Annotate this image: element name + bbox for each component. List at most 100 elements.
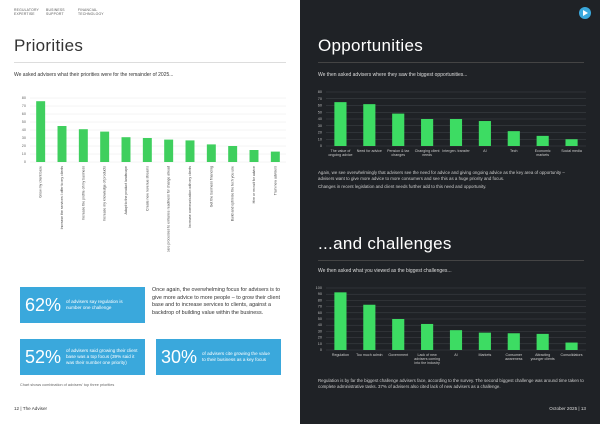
bar bbox=[363, 104, 376, 146]
page-title: Priorities bbox=[14, 36, 84, 55]
x-tick-label: Regulation bbox=[331, 353, 350, 357]
bar bbox=[536, 135, 549, 146]
bar bbox=[565, 139, 578, 146]
stat-figure: 30% bbox=[160, 346, 198, 367]
bar bbox=[185, 140, 195, 162]
bar bbox=[392, 113, 405, 146]
chart: 0 10 20 30 40 50 60 70 80 90 100 Regulation Too much… bbox=[312, 284, 590, 370]
bar bbox=[478, 332, 491, 350]
x-tick-label: Attracting younger clients bbox=[530, 353, 555, 362]
y-tick-label: 30 bbox=[318, 329, 322, 333]
y-tick-label: 0 bbox=[24, 160, 26, 164]
bar bbox=[164, 139, 174, 162]
bar bbox=[206, 144, 216, 162]
y-tick-label: 40 bbox=[318, 323, 322, 327]
x-tick-label: Pension & tax changes bbox=[387, 149, 410, 158]
x-tick-label: Consolidators bbox=[560, 353, 583, 357]
body-text: Again, we see overwhelmingly that advise… bbox=[318, 170, 565, 181]
y-tick-label: 50 bbox=[22, 120, 26, 124]
y-tick-label: 60 bbox=[22, 112, 26, 116]
x-tick-label: The value of ongoing advice bbox=[328, 149, 353, 158]
x-tick-label: Get the business financing bbox=[209, 166, 213, 207]
x-tick-label: Increase the profile of my business bbox=[81, 166, 85, 220]
x-tick-label: Increase the services I offer to my clie… bbox=[60, 166, 64, 230]
y-tick-label: 100 bbox=[316, 286, 322, 290]
stat-text: of advisers said growing their client ba… bbox=[66, 348, 138, 365]
body-text: Changes in recent legislation and client… bbox=[318, 184, 487, 189]
x-tick-label: Intergen. transfer bbox=[442, 149, 470, 153]
bar bbox=[270, 151, 280, 162]
y-tick-label: 30 bbox=[318, 124, 322, 128]
nav-tab[interactable]: FINANCIAL TECHNOLOGY bbox=[78, 8, 104, 16]
y-tick-label: 70 bbox=[318, 305, 322, 309]
y-tick-label: 60 bbox=[318, 104, 322, 108]
logo bbox=[579, 7, 591, 19]
y-tick-label: 50 bbox=[318, 317, 322, 321]
stat-box: 30% of advisers cite growing the value t… bbox=[156, 339, 281, 375]
x-tick-label: Increase communication with my clients bbox=[188, 166, 192, 228]
x-tick-label: Create new revenue streams bbox=[145, 166, 149, 211]
chart: 0 10 20 30 40 50 60 70 80 Grow my client base Incr… bbox=[14, 92, 290, 252]
rule bbox=[318, 62, 584, 63]
bar bbox=[334, 102, 347, 146]
y-tick-label: 20 bbox=[318, 131, 322, 135]
stat-text: of advisers say regulation is number one… bbox=[66, 299, 123, 310]
bar bbox=[142, 138, 152, 162]
y-tick-label: 0 bbox=[320, 144, 322, 148]
y-tick-label: 80 bbox=[22, 96, 26, 100]
stat-box: 52% of advisers said growing their clien… bbox=[20, 339, 145, 375]
plot: 0 10 20 30 40 50 60 70 80 Grow my client base Incr… bbox=[22, 96, 286, 252]
intro: We then asked what you viewed as the big… bbox=[318, 268, 452, 274]
page-title: Opportunities bbox=[318, 36, 424, 55]
x-tick-label: Too much admin bbox=[356, 353, 383, 357]
stat-figure: 62% bbox=[24, 294, 62, 315]
bar bbox=[449, 330, 463, 350]
plot: 0 10 20 30 40 50 60 70 80 90 100 bbox=[316, 286, 586, 352]
x-tick-label: Adapt to the product landscape bbox=[124, 166, 128, 215]
x-tick-label: Grow my client base bbox=[39, 166, 43, 198]
x-tick-label: Markets bbox=[478, 353, 492, 357]
y-tick-label: 20 bbox=[22, 144, 26, 148]
bar bbox=[507, 333, 520, 350]
x-tick-label: Build and optimise the tech you use bbox=[231, 166, 235, 221]
x-tick-label: Economic markets bbox=[534, 149, 551, 158]
page-title: ...and challenges bbox=[318, 234, 452, 253]
rule bbox=[14, 62, 286, 63]
x-tick-label: Government bbox=[388, 353, 409, 357]
bar bbox=[507, 131, 520, 146]
intro: We asked advisers what their priorities … bbox=[14, 72, 174, 78]
x-tick-label: Lack of new advisers coming into the ind… bbox=[414, 353, 441, 366]
y-tick-label: 70 bbox=[22, 104, 26, 108]
nav-tab[interactable]: REGULATORY EXPERTISE bbox=[14, 8, 39, 16]
nav-tab[interactable]: BUSINESS SUPPORT bbox=[46, 8, 65, 16]
bar bbox=[249, 150, 259, 162]
y-tick-label: 40 bbox=[318, 117, 322, 121]
y-tick-label: 10 bbox=[318, 137, 322, 141]
bar bbox=[565, 342, 578, 350]
stat-box: 62% of advisers say regulation is number… bbox=[20, 287, 145, 323]
bar bbox=[421, 323, 434, 350]
bar bbox=[228, 146, 238, 162]
y-tick-label: 70 bbox=[318, 97, 322, 101]
y-tick-label: 30 bbox=[22, 136, 26, 140]
x-tick-label: Social media bbox=[561, 149, 582, 153]
y-tick-label: 80 bbox=[318, 298, 322, 302]
plot: 0 10 20 30 40 50 60 70 80 bbox=[318, 90, 586, 148]
y-tick-label: 80 bbox=[318, 90, 322, 94]
footer: 12 | The Adviser bbox=[14, 406, 48, 411]
x-tick-label: Prepare processes to enhance readiness f… bbox=[167, 166, 171, 252]
x-tick-label: Changing client needs bbox=[414, 149, 440, 158]
bar bbox=[100, 131, 110, 162]
bar bbox=[449, 119, 463, 146]
y-tick-label: 10 bbox=[318, 342, 322, 346]
bar bbox=[392, 319, 405, 350]
x-tick-label: Train new advisers bbox=[273, 166, 277, 195]
y-tick-label: 50 bbox=[318, 110, 322, 114]
body-text: Once again, the overwhelming focus for a… bbox=[152, 287, 280, 316]
stat-figure: 52% bbox=[24, 346, 62, 367]
x-tick-label: AI bbox=[454, 353, 458, 357]
intro: We then asked advisers where they saw th… bbox=[318, 72, 468, 78]
chart: 0 10 20 30 40 50 60 70 80 The value of ongoing ad… bbox=[312, 88, 590, 163]
bar bbox=[36, 101, 46, 162]
x-tick-label: Consumer awareness bbox=[505, 353, 523, 362]
